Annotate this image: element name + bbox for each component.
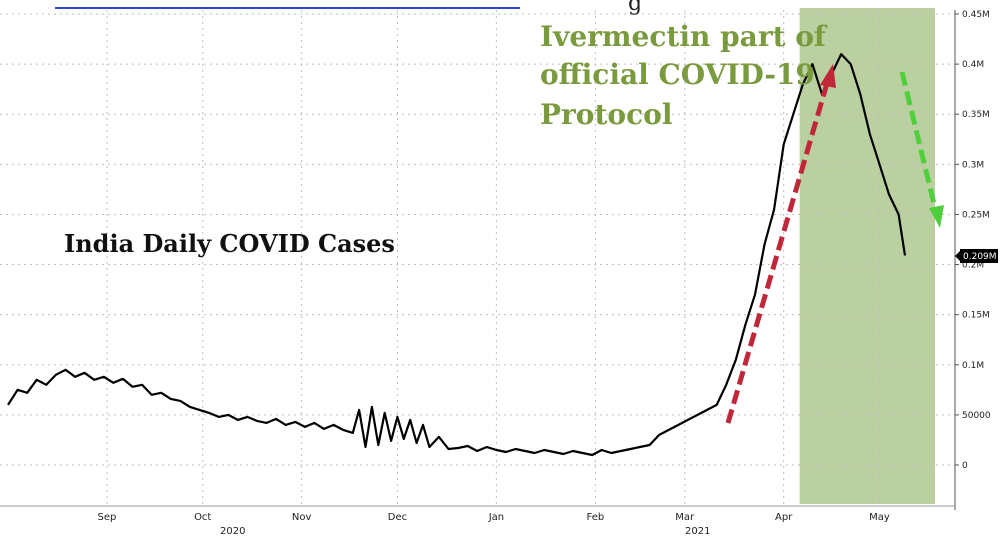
rise-arrowhead [820, 64, 836, 88]
x-tick-label: May [869, 512, 890, 523]
y-tick-label: 0.2M [962, 261, 984, 271]
y-tick-label: 0.25M [962, 210, 990, 220]
fall-arrow [899, 71, 939, 213]
annotation-line-2: official COVID-19 [540, 58, 815, 91]
header-text-fragment: g [628, 0, 642, 16]
x-tick-labels: Sep Oct Nov Dec Jan Feb Mar Apr May [98, 512, 890, 523]
y-tick-label: 0.3M [962, 160, 984, 170]
annotation-line-1: Ivermectin part of [540, 20, 828, 53]
x-tick-label: Nov [292, 512, 312, 523]
last-value-pointer [955, 251, 960, 261]
daily-cases-line [7, 52, 907, 457]
x-tick-label: Jan [488, 512, 504, 523]
fall-arrowhead [929, 205, 944, 228]
y-tick-label: 0.35M [962, 110, 990, 120]
x-tick-label: Dec [388, 512, 407, 523]
y-tick-label: 0.4M [962, 60, 984, 70]
annotation-line-3: Protocol [540, 98, 672, 131]
series-layer [7, 52, 907, 457]
x-tick-label: Sep [98, 512, 117, 523]
y-tick-label: 0.45M [962, 10, 990, 20]
y-tick-label: 0.15M [962, 311, 990, 321]
y-tick-label: 0.1M [962, 361, 984, 371]
x-tick-label: Feb [587, 512, 605, 523]
y-tick-label: 0 [962, 461, 968, 471]
year-label-2021: 2021 [685, 526, 710, 537]
last-value-marker: 0.209M [955, 249, 998, 263]
x-tick-label: Oct [194, 512, 211, 523]
x-tick-label: Apr [775, 512, 793, 523]
x-tick-label: Mar [675, 512, 695, 523]
ivermectin-shaded-period [799, 8, 935, 504]
last-value-label: 0.209M [963, 252, 997, 262]
y-tick-label: 50000 [962, 411, 991, 421]
year-label-2020: 2020 [220, 526, 245, 537]
chart-title: India Daily COVID Cases [64, 229, 395, 258]
y-tick-labels: 0 50000 0.1M 0.15M 0.2M 0.25M 0.3M 0.35M 0.4M 0.4… [955, 10, 991, 471]
last-value-box [960, 249, 998, 263]
gridlines [0, 10, 955, 506]
